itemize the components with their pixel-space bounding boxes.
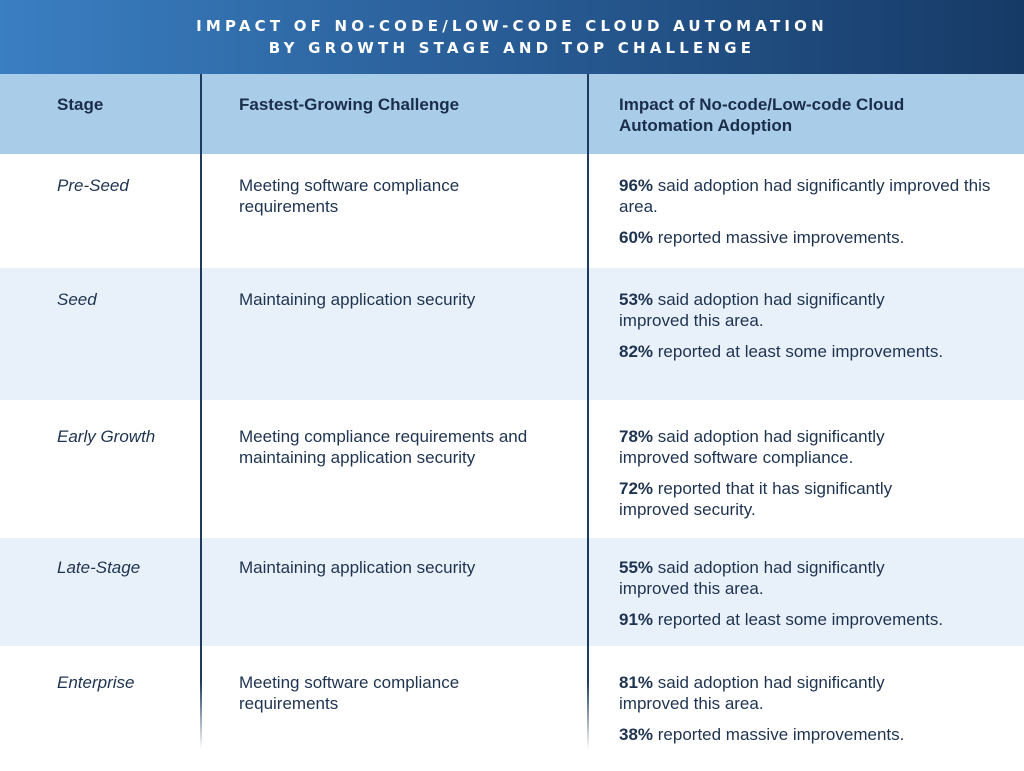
challenge-cell: Maintaining application security bbox=[239, 290, 476, 309]
impact-percentage: 72% bbox=[619, 479, 654, 498]
challenge-cell: Meeting software compliance requirements bbox=[239, 673, 460, 713]
impact-text: reported massive improvements. bbox=[653, 228, 905, 247]
header-impact: Impact of No-code/Low-code Cloud Automat… bbox=[619, 95, 905, 135]
impact-cell: 55% said adoption had significantly impr… bbox=[619, 557, 1014, 630]
impact-percentage: 91% bbox=[619, 610, 654, 629]
title-banner: IMPACT OF NO-CODE/LOW-CODE CLOUD AUTOMAT… bbox=[0, 0, 1024, 74]
impact-statement-2: 91% reported at least some improvements. bbox=[619, 609, 1014, 630]
impact-cell: 81% said adoption had significantly impr… bbox=[619, 672, 1014, 745]
table-header-row: Stage Fastest-Growing Challenge Impact o… bbox=[0, 74, 1024, 154]
table-row: Late-Stage Maintaining application secur… bbox=[0, 538, 1024, 646]
impact-percentage: 53% bbox=[619, 290, 654, 309]
impact-text: said adoption had significantly improved… bbox=[619, 176, 991, 216]
impact-cell: 53% said adoption had significantly impr… bbox=[619, 289, 949, 362]
impact-statement-2: 72% reported that it has significantly i… bbox=[619, 478, 949, 520]
header-challenge: Fastest-Growing Challenge bbox=[239, 95, 460, 114]
impact-statement-2: 60% reported massive improvements. bbox=[619, 227, 1014, 248]
challenge-cell: Meeting compliance requirements and main… bbox=[239, 427, 528, 467]
impact-percentage: 38% bbox=[619, 725, 654, 744]
impact-statement-1: 96% said adoption had significantly impr… bbox=[619, 175, 1014, 217]
table-row: Early Growth Meeting compliance requirem… bbox=[0, 400, 1024, 538]
impact-statement-2: 82% reported at least some improvements. bbox=[619, 341, 949, 362]
header-stage: Stage bbox=[57, 95, 104, 114]
column-divider-2 bbox=[587, 74, 589, 749]
impact-text: reported at least some improvements. bbox=[653, 342, 944, 361]
impact-statement-1: 53% said adoption had significantly impr… bbox=[619, 289, 949, 331]
stage-cell: Seed bbox=[57, 290, 97, 309]
stage-cell: Enterprise bbox=[57, 673, 135, 692]
impact-statement-2: 38% reported massive improvements. bbox=[619, 724, 1014, 745]
impact-percentage: 78% bbox=[619, 427, 654, 446]
impact-statement-1: 81% said adoption had significantly impr… bbox=[619, 672, 949, 714]
impact-text: said adoption had significantly improved… bbox=[619, 673, 885, 713]
impact-text: said adoption had significantly improved… bbox=[619, 427, 885, 467]
impact-percentage: 60% bbox=[619, 228, 654, 247]
impact-percentage: 82% bbox=[619, 342, 654, 361]
impact-statement-1: 55% said adoption had significantly impr… bbox=[619, 557, 949, 599]
title-line-1: IMPACT OF NO-CODE/LOW-CODE CLOUD AUTOMAT… bbox=[196, 17, 828, 35]
impact-text: said adoption had significantly improved… bbox=[619, 558, 885, 598]
stage-cell: Early Growth bbox=[57, 427, 156, 446]
challenge-cell: Meeting software compliance requirements bbox=[239, 176, 460, 216]
impact-cell: 78% said adoption had significantly impr… bbox=[619, 426, 949, 520]
column-divider-1 bbox=[200, 74, 202, 749]
impact-text: reported at least some improvements. bbox=[653, 610, 944, 629]
impact-text: reported massive improvements. bbox=[653, 725, 905, 744]
impact-percentage: 96% bbox=[619, 176, 654, 195]
impact-cell: 96% said adoption had significantly impr… bbox=[619, 175, 1014, 248]
table-row: Pre-Seed Meeting software compliance req… bbox=[0, 154, 1024, 268]
stage-cell: Late-Stage bbox=[57, 558, 141, 577]
impact-percentage: 81% bbox=[619, 673, 654, 692]
challenge-cell: Maintaining application security bbox=[239, 558, 476, 577]
impact-statement-1: 78% said adoption had significantly impr… bbox=[619, 426, 949, 468]
impact-text: reported that it has significantly impro… bbox=[619, 479, 893, 519]
stage-cell: Pre-Seed bbox=[57, 176, 129, 195]
table-row: Seed Maintaining application security 53… bbox=[0, 268, 1024, 400]
impact-percentage: 55% bbox=[619, 558, 654, 577]
table-row: Enterprise Meeting software compliance r… bbox=[0, 646, 1024, 771]
impact-text: said adoption had significantly improved… bbox=[619, 290, 885, 330]
title-line-2: BY GROWTH STAGE AND TOP CHALLENGE bbox=[268, 39, 756, 57]
